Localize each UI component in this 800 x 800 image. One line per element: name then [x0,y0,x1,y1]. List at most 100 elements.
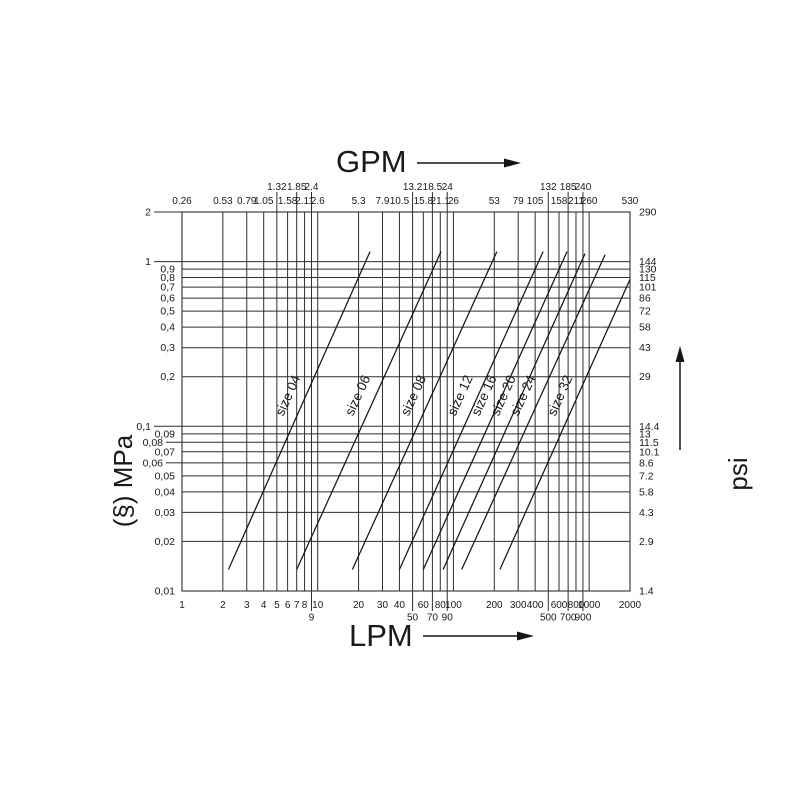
gpm-tick-label: 1.05 [254,196,274,207]
mpa-tick-label: 0,06 [143,457,164,469]
lpm-tick-label: 7 [294,600,300,611]
gpm-tick-label: 185 [560,182,577,193]
lpm-tick-label: 10 [312,600,324,611]
psi-tick-label: 11.5 [639,437,659,449]
mpa-tick-label: 0,1 [136,421,151,433]
lpm-tick-label: 20 [353,600,365,611]
lpm-tick-label: 1 [179,600,185,611]
gpm-tick-label: 1.32 [267,182,287,193]
gpm-tick-label: 21.1 [431,196,451,207]
size-curve [227,251,371,570]
psi-tick-label: 144 [639,256,657,268]
lpm-tick-label: 90 [442,613,454,624]
gpm-tick-label: 0.53 [213,196,233,207]
lpm-tick-label: 6 [285,600,291,611]
lpm-tick-label: 70 [427,613,439,624]
mpa-tick-label: 0,7 [160,282,175,294]
gpm-tick-label: 7.9 [376,196,390,207]
gpm-tick-label: 2.4 [305,182,319,193]
lpm-tick-label: 60 [418,600,430,611]
size-curve [351,251,498,570]
bottom-axis-title-lpm: LPM [349,618,413,653]
psi-tick-label: 101 [639,282,657,294]
mpa-tick-label: 0,4 [160,322,175,334]
mpa-tick-label: 0,09 [155,428,176,440]
lpm-tick-label: 50 [407,613,419,624]
psi-tick-label: 290 [639,207,657,219]
size-curve [296,251,442,570]
gpm-tick-label: 211 [568,196,584,207]
lpm-tick-label: 500 [540,613,557,624]
lpm-tick-label: 40 [394,600,406,611]
lpm-tick-label: 8 [302,600,308,611]
mpa-tick-label: 0,01 [155,586,176,598]
gpm-tick-label: 53 [489,196,501,207]
mpa-tick-label: 0,08 [143,437,164,449]
gpm-tick-label: 2.6 [311,196,325,207]
gpm-tick-label: 158 [551,196,568,207]
mpa-tick-label: 0,5 [160,306,175,318]
mpa-tick-label: 0,02 [155,536,176,548]
lpm-tick-label: 30 [377,600,389,611]
psi-arrowhead-icon [675,346,685,362]
mpa-tick-label: 0,2 [160,371,175,383]
mpa-tick-label: 0,03 [155,507,176,519]
mpa-tick-label: 0,05 [155,470,176,482]
psi-tick-label: 2.9 [639,536,654,548]
mpa-tick-label: 0,04 [155,486,176,498]
psi-tick-label: 10.1 [639,446,660,458]
gpm-tick-label: 1.58 [278,196,298,207]
psi-tick-label: 13 [639,428,651,440]
psi-tick-label: 1.4 [639,586,654,598]
gpm-tick-label: 530 [622,196,639,207]
lpm-tick-label: 80 [435,600,447,611]
lpm-tick-label: 9 [309,613,315,624]
gpm-tick-label: 2.11 [295,196,314,207]
right-axis-title-psi: psi [723,457,753,491]
gpm-tick-label: 24 [442,182,454,193]
psi-tick-label: 58 [639,322,651,334]
size-curve [398,251,544,570]
mpa-tick-label: 1 [145,256,151,268]
lpm-tick-label: 2 [220,600,226,611]
lpm-tick-label: 2000 [619,600,642,611]
lpm-tick-label: 300 [510,600,527,611]
gpm-tick-label: 0.79 [237,196,257,207]
gpm-tick-label: 132 [540,182,557,193]
psi-tick-label: 7.2 [639,470,654,482]
gpm-tick-label: 18.5 [423,182,443,193]
lpm-tick-label: 100 [445,600,462,611]
psi-tick-label: 43 [639,342,651,354]
gpm-tick-label: 0.26 [172,196,192,207]
mpa-tick-label: 0,07 [155,446,176,458]
lpm-tick-label: 600 [551,600,568,611]
mpa-tick-label: 2 [145,207,151,219]
lpm-tick-label: 800 [568,600,585,611]
psi-tick-label: 8.6 [639,457,654,469]
psi-tick-label: 130 [639,264,657,276]
gpm-tick-label: 10.5 [390,196,410,207]
lpm-arrowhead-icon [517,631,534,641]
lpm-tick-label: 900 [575,613,592,624]
size-curve [499,279,631,570]
top-axis-title-gpm: GPM [336,144,407,179]
lpm-tick-label: 400 [527,600,544,611]
lpm-tick-label: 1000 [578,600,601,611]
mpa-tick-label: 0,8 [160,272,175,284]
plot-border [181,211,631,592]
gpm-tick-label: 79 [513,196,525,207]
size-curve [422,251,568,570]
mpa-tick-label: 0,3 [160,342,175,354]
psi-tick-label: 14.4 [639,421,660,433]
gpm-arrowhead-icon [504,158,521,168]
left-axis-title-mpa: (§) MPa [108,434,138,528]
size-curve [442,253,586,570]
psi-tick-label: 5.8 [639,486,654,498]
mpa-tick-label: 0,6 [160,293,175,305]
size-curve [461,254,606,570]
gpm-tick-label: 26 [448,196,460,207]
psi-tick-label: 29 [639,371,651,383]
gpm-tick-label: 5.3 [352,196,366,207]
